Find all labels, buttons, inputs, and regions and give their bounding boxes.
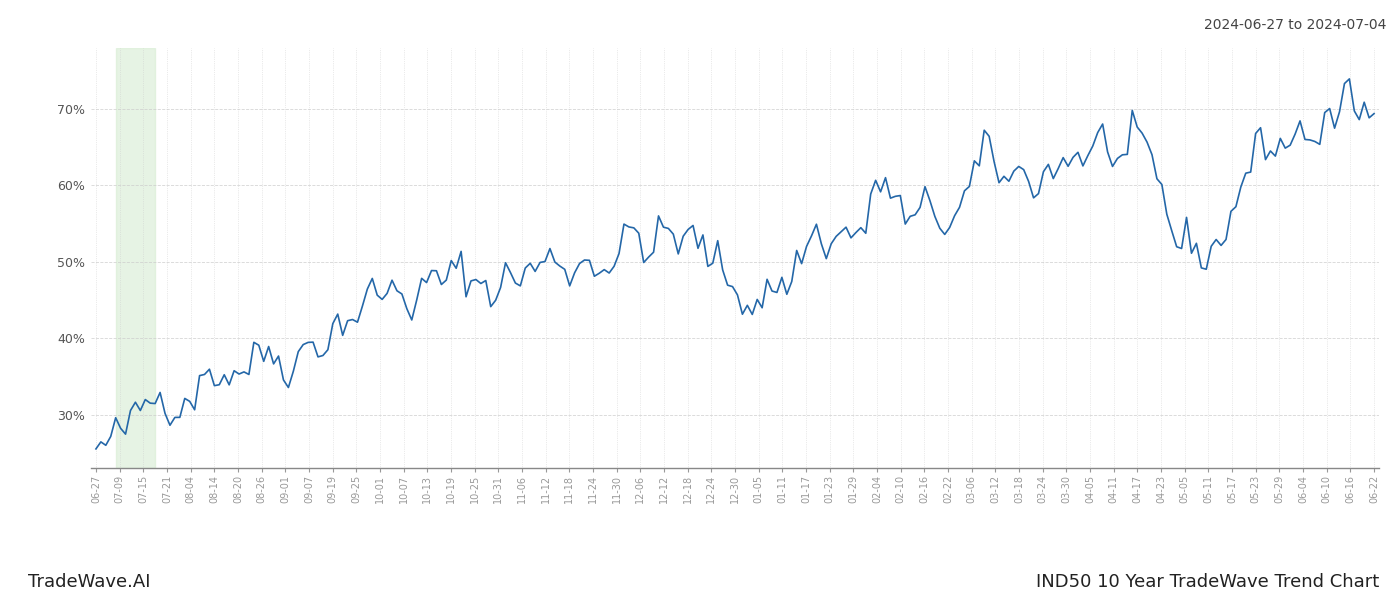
Bar (116, 48, 155, 468)
Text: IND50 10 Year TradeWave Trend Chart: IND50 10 Year TradeWave Trend Chart (1036, 573, 1379, 591)
Text: TradeWave.AI: TradeWave.AI (28, 573, 151, 591)
Text: 2024-06-27 to 2024-07-04: 2024-06-27 to 2024-07-04 (1204, 18, 1386, 32)
